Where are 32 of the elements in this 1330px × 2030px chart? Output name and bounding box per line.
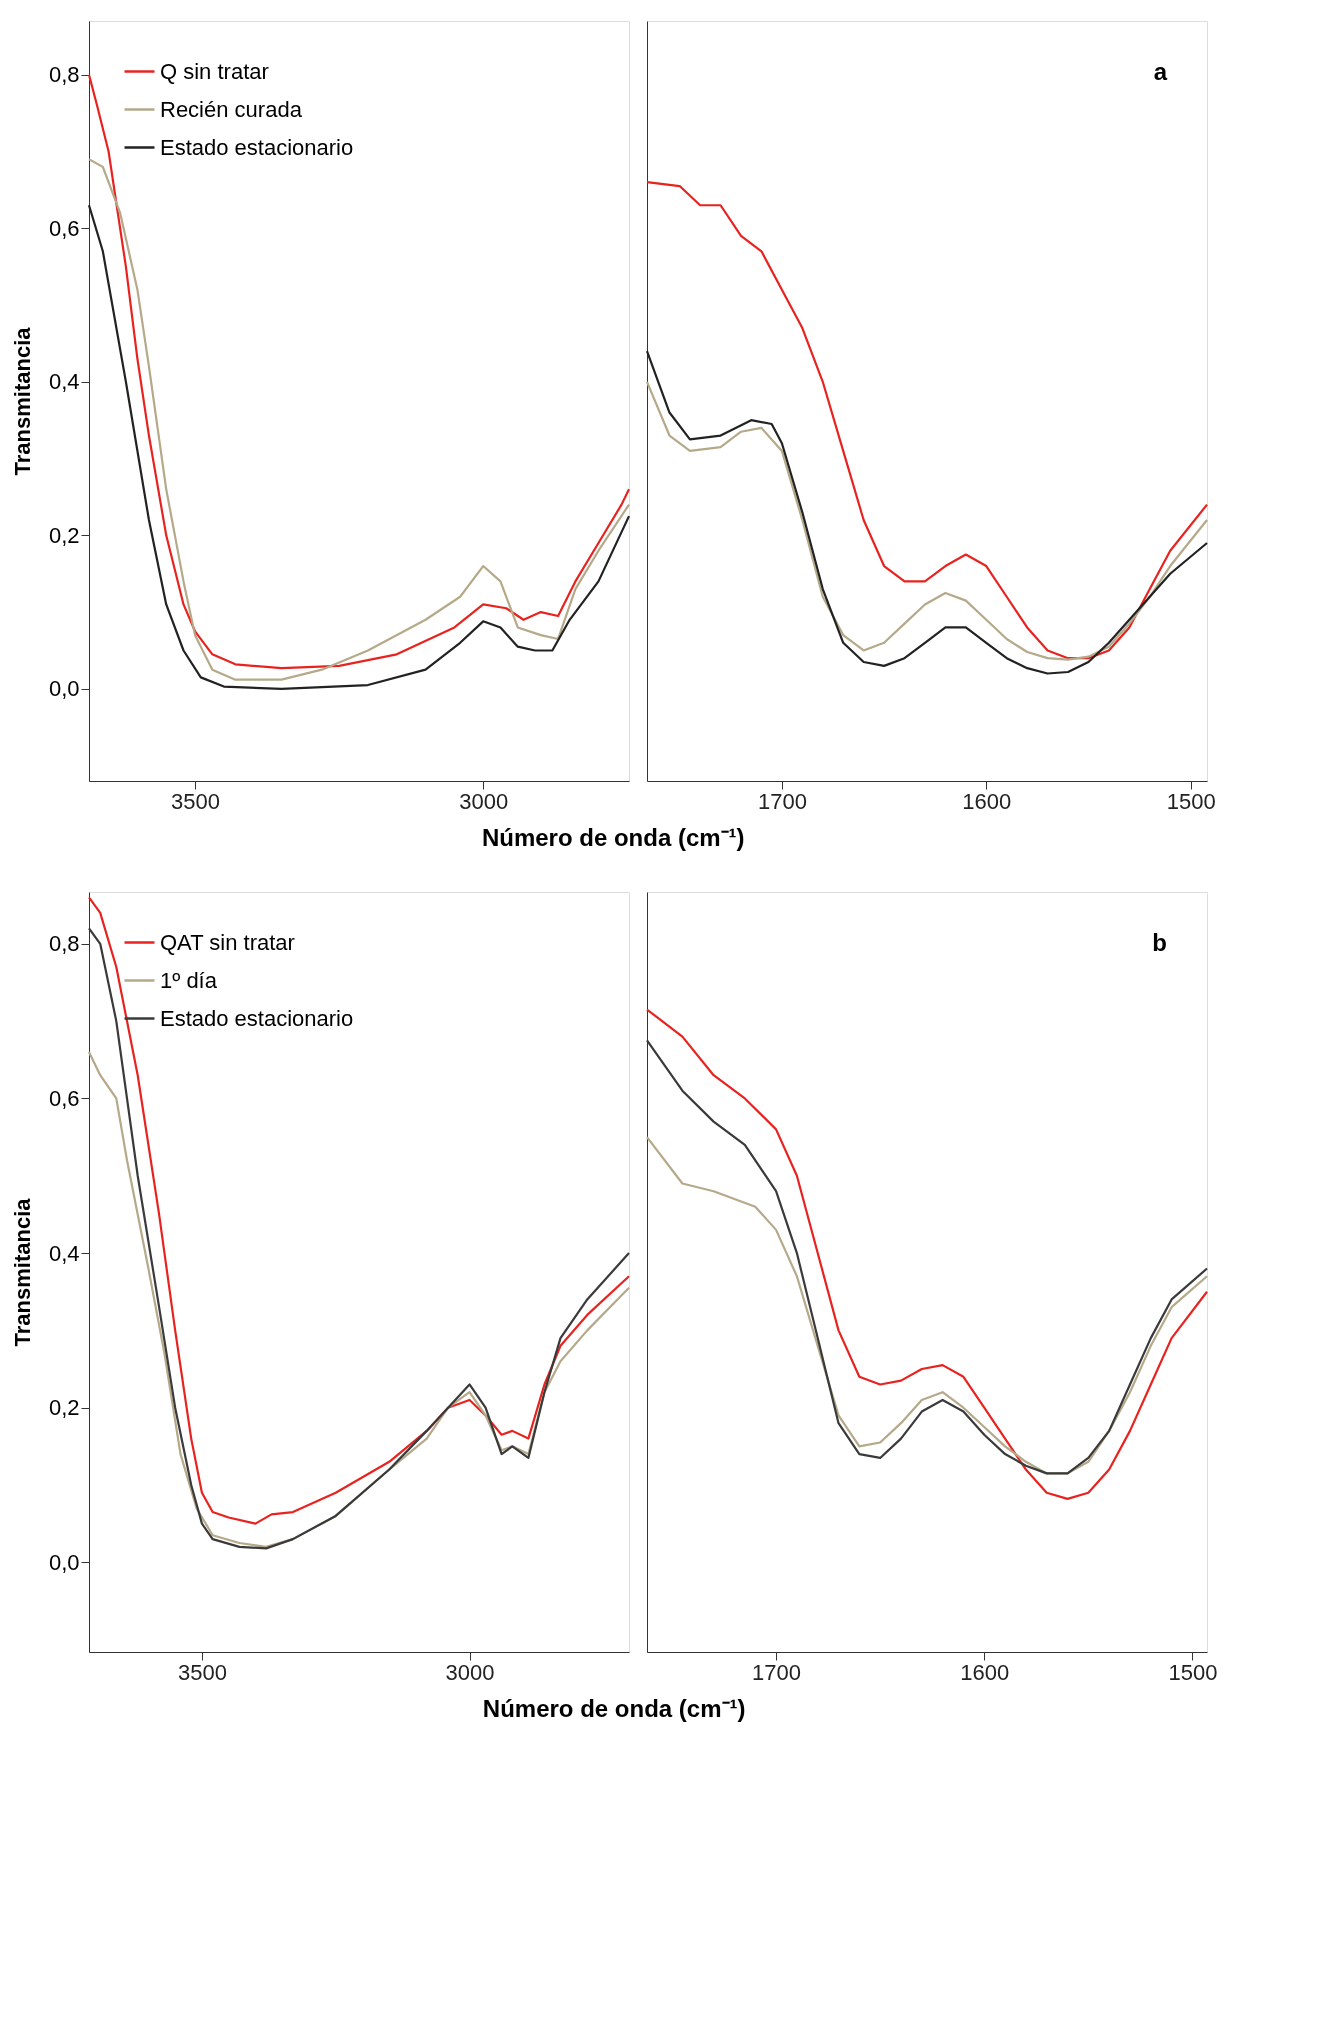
y-tick-label: 0,6 — [48, 215, 80, 241]
legend-label: QAT sin tratar — [160, 929, 295, 955]
y-tick-label: 0,2 — [48, 522, 80, 548]
annotation: a — [1153, 58, 1168, 85]
x-tick-label: 1600 — [962, 788, 1012, 814]
y-tick-label: 0,8 — [48, 62, 80, 88]
x-tick-label: 1700 — [757, 788, 807, 814]
y-tick-label: 0,6 — [48, 1085, 80, 1111]
y-tick-label: 0,2 — [48, 1395, 80, 1421]
y-tick-label: 0,0 — [48, 676, 80, 702]
legend-label: Estado estacionario — [160, 134, 354, 160]
x-tick-label: 1700 — [752, 1659, 802, 1685]
x-tick-label: 1500 — [1166, 788, 1216, 814]
annotation: b — [1152, 929, 1167, 956]
x-tick-label: 1500 — [1168, 1659, 1218, 1685]
x-axis-title: Número de onda (cm⁻¹) — [482, 1694, 746, 1722]
y-tick-label: 0,4 — [48, 1240, 80, 1266]
y-tick-label: 0,8 — [48, 931, 80, 957]
x-tick-label: 3000 — [445, 1659, 495, 1685]
legend-label: Recién curada — [160, 96, 303, 122]
y-axis-title: Transmitancia — [9, 1197, 35, 1347]
legend-label: Q sin tratar — [160, 58, 269, 84]
y-axis-title: Transmitancia — [9, 326, 35, 476]
y-tick-label: 0,4 — [48, 369, 80, 395]
x-tick-label: 3500 — [171, 788, 221, 814]
x-tick-label: 3500 — [177, 1659, 227, 1685]
y-tick-label: 0,0 — [48, 1549, 80, 1575]
legend-label: 1º día — [160, 967, 218, 993]
x-axis-title: Número de onda (cm⁻¹) — [481, 823, 745, 851]
legend-label: Estado estacionario — [160, 1005, 354, 1031]
x-tick-label: 1600 — [960, 1659, 1010, 1685]
x-tick-label: 3000 — [459, 788, 509, 814]
